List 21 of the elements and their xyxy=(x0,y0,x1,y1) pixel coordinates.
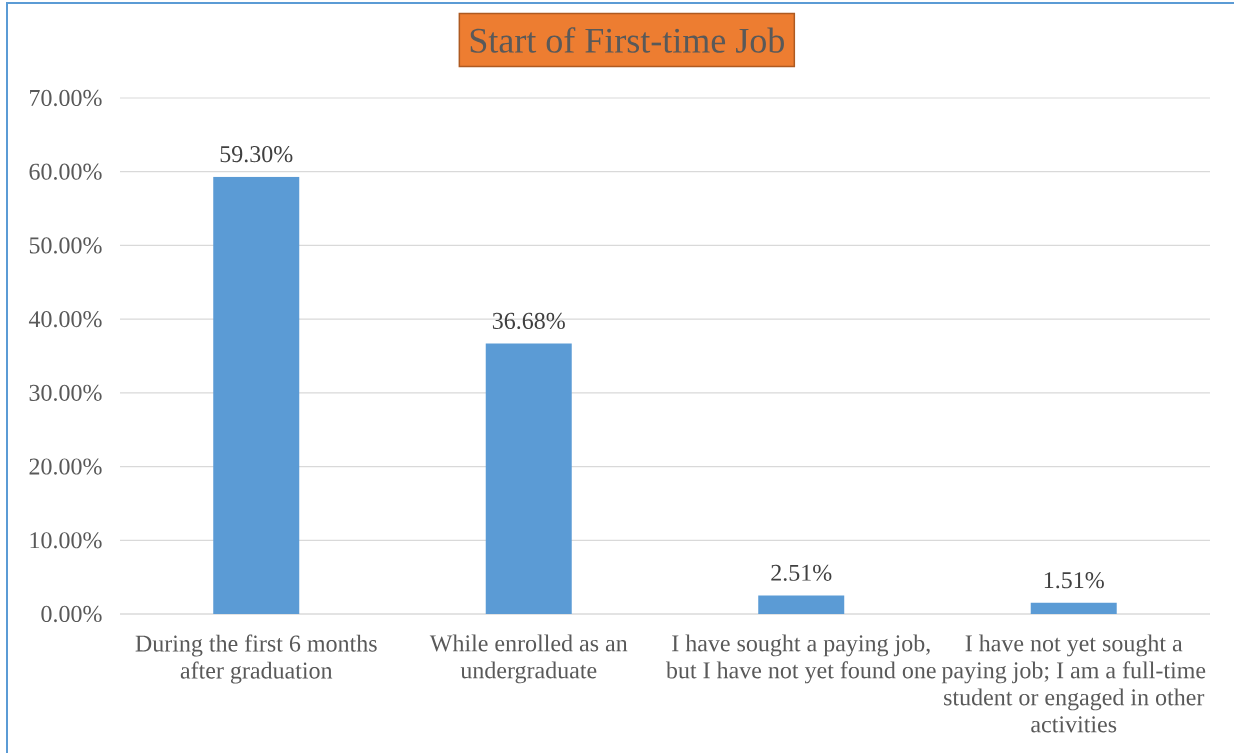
bar xyxy=(213,176,300,614)
y-tick-label: 50.00% xyxy=(29,237,102,254)
x-tick-label: I have not yet sought a paying job; I am a full-time student or engaged in other activities xyxy=(941,634,1206,733)
y-tick-label: 30.00% xyxy=(29,384,102,402)
y-tick-label: 70.00% xyxy=(30,89,102,107)
data-label: 36.68% xyxy=(492,312,565,330)
chart-title: Start of First-time Job xyxy=(470,27,784,53)
x-tick-label: While enrolled as an undergraduate xyxy=(429,634,628,684)
y-tick-label: 10.00% xyxy=(30,532,102,549)
bar xyxy=(758,595,845,614)
data-label: 59.30% xyxy=(220,146,293,163)
bar xyxy=(1030,602,1117,614)
y-tick-label: 20.00% xyxy=(29,458,102,475)
x-tick-label: During the first 6 months after graduation xyxy=(135,634,377,684)
x-tick-label: I have sought a paying job, but I have not yet found one xyxy=(665,634,936,684)
data-label: 2.51% xyxy=(771,564,832,581)
bar xyxy=(485,343,572,614)
data-label: 1.51% xyxy=(1044,572,1104,589)
y-tick-label: 40.00% xyxy=(28,310,102,328)
y-tick-label: 0.00% xyxy=(41,605,102,623)
y-tick-label: 60.00% xyxy=(29,163,102,180)
